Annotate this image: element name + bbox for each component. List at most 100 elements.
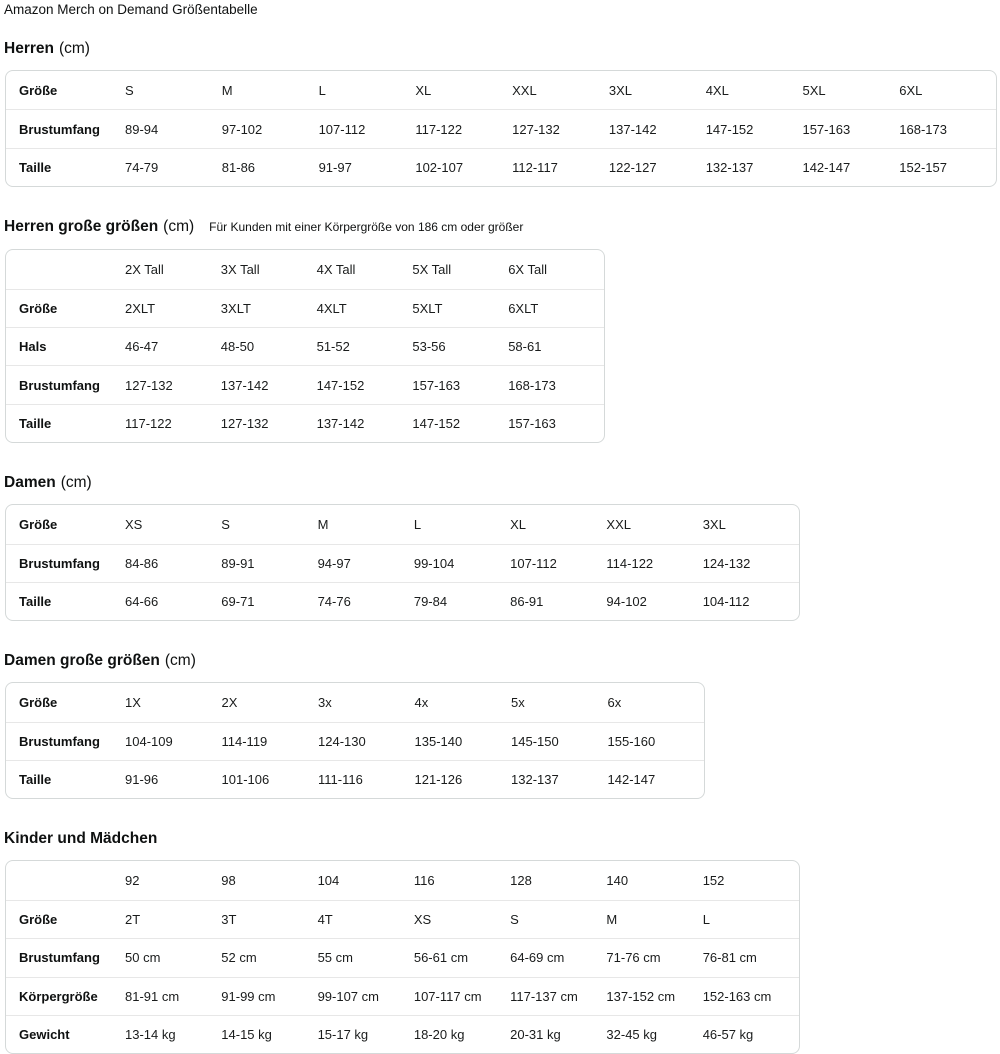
row-label: Taille	[19, 415, 52, 431]
page-title: Amazon Merch on Demand Größentabelle	[4, 2, 258, 17]
section-title-unit: (cm)	[163, 218, 195, 236]
table-cell: 86-91	[510, 594, 544, 610]
table-cell: 4XL	[705, 82, 729, 98]
table-cell: 152-157	[899, 159, 947, 175]
table-cell: 6XLT	[508, 300, 539, 316]
table-cell: 124-132	[702, 555, 751, 571]
row-label: Brustumfang	[19, 733, 100, 749]
table-cell: 121-126	[414, 772, 463, 788]
row-label: Körpergröße	[19, 988, 98, 1004]
table-cell: 122-127	[608, 159, 657, 175]
table-cell: XL	[510, 516, 527, 532]
section-heading-damen: Damen (cm)	[4, 473, 1000, 492]
table-cell: 51-52	[316, 339, 350, 355]
table-cell: S	[221, 516, 230, 532]
table-cell: 104-112	[702, 594, 750, 610]
table-cell: 147-152	[412, 415, 461, 431]
table-cell: S	[510, 912, 519, 928]
section-title: Herren große größen	[4, 218, 159, 236]
table-row: Brustumfang 50 cm 52 cm 55 cm 56-61 cm 64-69 …	[6, 938, 799, 976]
table-cell: 152-163 cm	[702, 988, 772, 1004]
table-cell: XS	[125, 516, 143, 532]
table-cell: 89-94	[125, 121, 159, 137]
table-cell: 3x	[318, 694, 332, 710]
table-cell: 55 cm	[317, 950, 353, 966]
section-title-unit: (cm)	[164, 652, 196, 670]
table-cell: 4T	[317, 912, 333, 928]
row-label: Größe	[19, 912, 58, 928]
table-cell: 52 cm	[221, 950, 257, 966]
table-row: Größe S M L XL XXL 3XL 4XL 5XL 6XL	[6, 71, 996, 109]
table-cell: 137-142	[608, 121, 657, 137]
table-cell: 2XLT	[125, 300, 156, 316]
table-cell: 18-20 kg	[413, 1027, 465, 1043]
table-cell: 140	[606, 873, 629, 889]
table-cell: 64-66	[125, 594, 159, 610]
table-cell: 99-104	[413, 555, 455, 571]
size-tables-container: Herren (cm) Größe S M L XL XXL 3XL 4XL 5XL 6XL Brust…	[4, 39, 1000, 1054]
table-row: Größe 2T 3T 4T XS S M L	[6, 899, 799, 938]
table-cell: 145-150	[511, 733, 559, 749]
table-cell: 5x	[511, 694, 525, 710]
size-table-herren-grosse-groessen: 2X Tall 3X Tall 4X Tall 5X Tall 6X Tall Größe…	[5, 249, 605, 444]
table-cell: 142-147	[802, 159, 851, 175]
table-cell: 147-152	[705, 121, 754, 137]
table-row: Größe 1X 2X 3x 4x 5x 6x	[6, 683, 704, 721]
table-cell: 94-102	[606, 594, 647, 610]
table-cell: 5XLT	[412, 300, 443, 316]
table-cell: 81-91 cm	[125, 988, 180, 1004]
table-row: Taille 117-122 127-132 137-142 147-152 157-16…	[6, 403, 604, 442]
row-label: Taille	[19, 159, 52, 175]
table-cell: 128	[510, 873, 532, 889]
table-cell: 3T	[221, 912, 237, 928]
table-cell: 74-79	[125, 159, 159, 175]
table-cell: 5XL	[802, 82, 826, 98]
table-cell: 102-107	[415, 159, 464, 175]
table-cell: 91-99 cm	[221, 988, 276, 1004]
table-cell: S	[125, 82, 134, 98]
table-cell: 79-84	[413, 594, 448, 610]
table-cell: L	[702, 912, 710, 928]
table-cell: 132-137	[511, 772, 559, 788]
table-cell: M	[606, 912, 618, 928]
section-title-unit: (cm)	[58, 40, 90, 57]
table-cell: 3XL	[702, 516, 726, 532]
table-cell: 84-86	[125, 555, 159, 571]
table-cell: 4X Tall	[316, 261, 356, 277]
table-cell: M	[221, 82, 233, 98]
table-row: Größe 2XLT 3XLT 4XLT 5XLT 6XLT	[6, 288, 604, 327]
section-heading-damen-grosse-groessen: Damen große größen (cm)	[4, 651, 1000, 670]
table-cell: XXL	[512, 82, 537, 98]
table-row: Taille 91-96 101-106 111-116 121-126 132-137 1…	[6, 760, 704, 798]
row-label: Taille	[19, 772, 52, 788]
size-table-damen-grosse-groessen: Größe 1X 2X 3x 4x 5x 6x Brustumfang 104-109 114-1…	[5, 682, 705, 800]
table-cell: 92	[125, 873, 140, 889]
table-row: 2X Tall 3X Tall 4X Tall 5X Tall 6X Tall	[6, 250, 604, 288]
table-cell: 94-97	[317, 555, 351, 571]
table-cell: 2T	[125, 912, 141, 928]
row-label: Größe	[19, 516, 58, 532]
table-cell: 2X Tall	[125, 261, 164, 277]
table-cell: 142-147	[607, 772, 656, 788]
table-cell: 91-97	[318, 159, 352, 175]
size-table-herren: Größe S M L XL XXL 3XL 4XL 5XL 6XL Brustumfang 89-9…	[5, 70, 997, 188]
table-cell: 6x	[607, 694, 622, 710]
table-cell: 46-57 kg	[702, 1027, 754, 1043]
table-cell: 3X Tall	[220, 261, 260, 277]
table-row: Größe XS S M L XL XXL 3XL	[6, 505, 799, 543]
table-cell: 168-173	[899, 121, 947, 137]
table-cell: L	[318, 82, 326, 98]
table-cell: XXL	[606, 516, 631, 532]
table-cell: 15-17 kg	[317, 1027, 369, 1043]
row-label: Brustumfang	[19, 555, 100, 571]
table-cell: 91-96	[125, 772, 159, 788]
table-cell: 69-71	[221, 594, 255, 610]
table-cell: 58-61	[508, 339, 542, 355]
table-row: Gewicht 13-14 kg 14-15 kg 15-17 kg 18-20 kg 2…	[6, 1015, 799, 1053]
table-cell: 137-152 cm	[606, 988, 676, 1004]
section-heading-kinder-und-maedchen: Kinder und Mädchen	[4, 829, 1000, 848]
table-cell: 13-14 kg	[125, 1027, 176, 1043]
row-label: Größe	[19, 694, 58, 710]
table-cell: 114-119	[221, 733, 268, 749]
table-row: Körpergröße 81-91 cm 91-99 cm 99-107 cm 107-…	[6, 976, 799, 1015]
